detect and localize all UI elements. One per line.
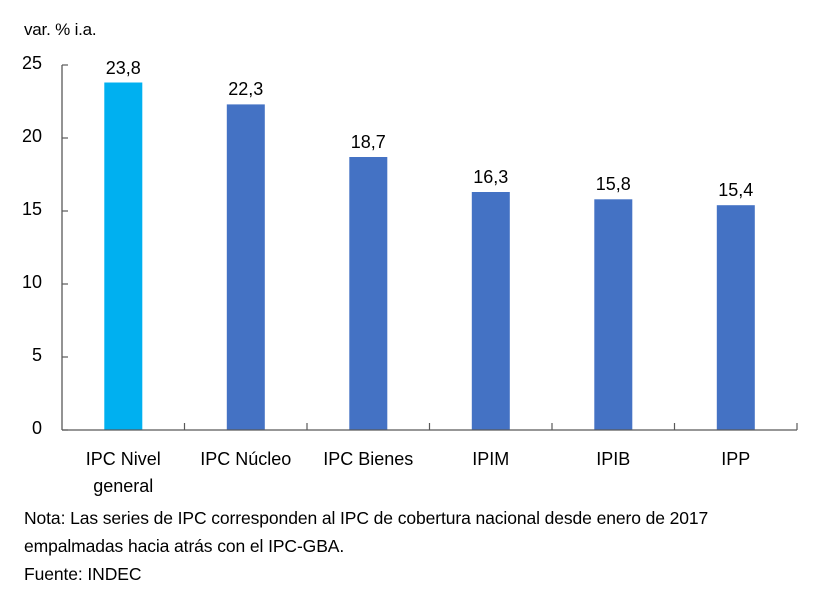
value-label: 15,8 <box>595 174 631 195</box>
bars-group <box>104 82 755 431</box>
y-axis-label: var. % i.a. <box>24 20 97 39</box>
bar <box>104 82 143 430</box>
value-label: 23,8 <box>105 57 141 78</box>
category-label: IPIM <box>472 449 510 469</box>
category-label: IPIB <box>596 449 631 469</box>
category-label: IPC Nivel general <box>85 449 161 496</box>
value-label: 22,3 <box>228 79 264 100</box>
value-label: 18,7 <box>350 131 386 152</box>
source-line: Fuente: INDEC <box>24 564 142 584</box>
bar <box>594 199 633 430</box>
note-line-2: empalmadas hacia atrás con el IPC-GBA. <box>24 536 345 556</box>
y-tick-label: 20 <box>21 126 42 146</box>
bar <box>349 157 388 430</box>
bar <box>471 192 510 430</box>
note-line-1: Nota: Las series de IPC corresponden al … <box>24 508 709 528</box>
bar <box>716 205 755 430</box>
y-tick-label: 0 <box>31 418 42 438</box>
y-tick-label: 5 <box>31 345 42 365</box>
category-label: IPC Bienes <box>323 449 414 469</box>
bar <box>226 104 265 431</box>
category-label: IPP <box>721 449 751 469</box>
y-tick-label: 15 <box>21 199 42 219</box>
y-tick-label: 10 <box>21 272 42 292</box>
category-label: IPC Núcleo <box>200 449 292 469</box>
value-label: 16,3 <box>473 167 509 188</box>
value-label: 15,4 <box>718 180 754 201</box>
axes-group <box>61 64 798 431</box>
y-tick-label: 25 <box>21 53 42 73</box>
